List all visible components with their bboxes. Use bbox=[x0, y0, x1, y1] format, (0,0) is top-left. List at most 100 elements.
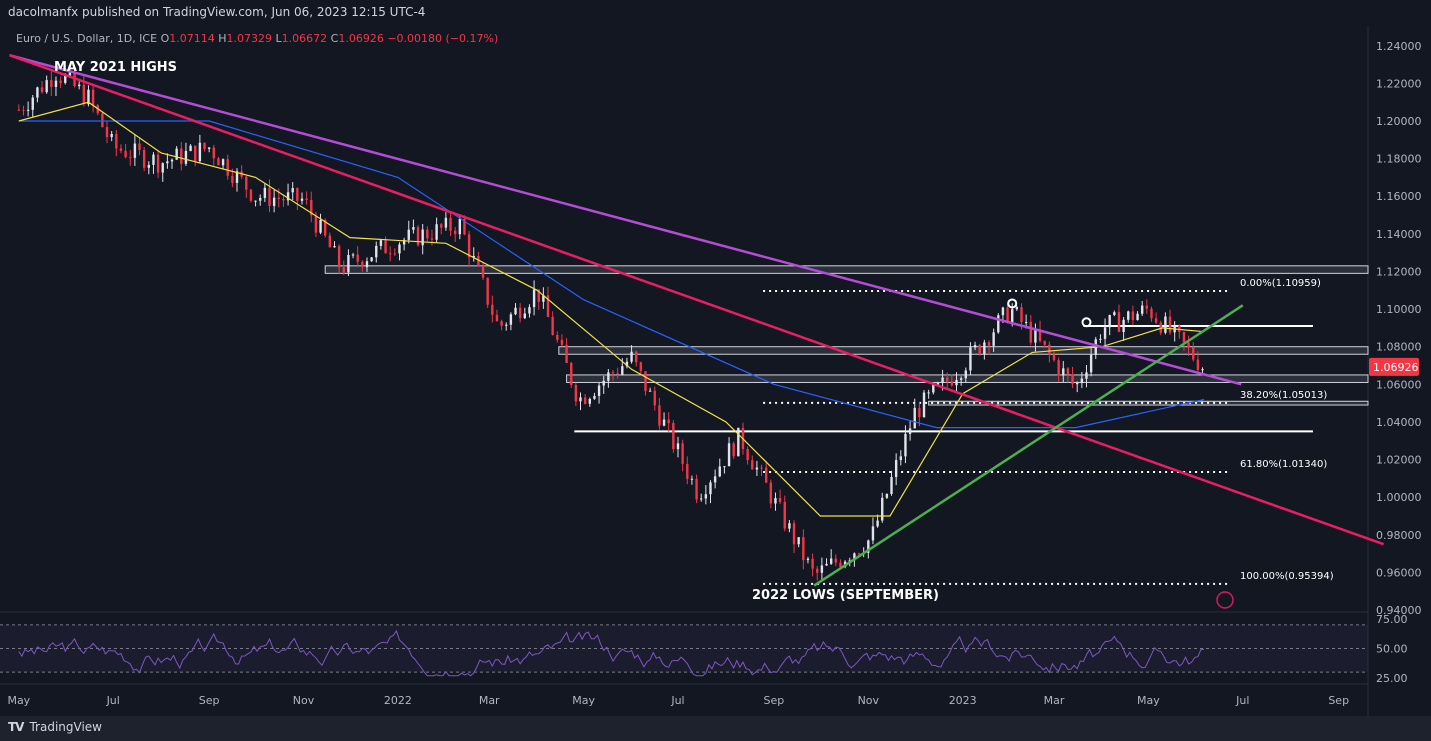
price-tick-label: 1.20000 bbox=[1376, 115, 1422, 128]
candle-body bbox=[393, 253, 397, 255]
candle bbox=[918, 401, 921, 427]
candle-body bbox=[509, 314, 513, 325]
candle-body bbox=[463, 218, 466, 235]
candle-body bbox=[87, 89, 90, 105]
high-value: 1.07329 bbox=[226, 32, 273, 45]
candle-body bbox=[1099, 338, 1102, 340]
candle-body bbox=[453, 230, 457, 235]
candle-body bbox=[514, 307, 517, 315]
candle-body bbox=[820, 565, 824, 573]
candle bbox=[802, 529, 805, 570]
candle bbox=[885, 493, 889, 499]
candle-body bbox=[31, 97, 34, 110]
candle bbox=[630, 345, 633, 364]
candle-body bbox=[314, 215, 318, 233]
candle bbox=[17, 104, 21, 112]
ohlc-legend: Euro / U.S. Dollar, 1D, ICE O1.07114 H1.… bbox=[16, 32, 498, 45]
chart-area[interactable]: 1.24000 1.22000 1.20000 1.18000 1.16000 1.140… bbox=[0, 26, 1431, 716]
candle bbox=[579, 392, 582, 411]
candle bbox=[718, 458, 721, 478]
candle-body bbox=[639, 362, 643, 372]
candle-body bbox=[686, 463, 689, 479]
candle bbox=[727, 437, 731, 467]
candle-body bbox=[212, 147, 215, 159]
candle bbox=[1052, 351, 1056, 362]
candle bbox=[532, 280, 536, 316]
candle bbox=[551, 311, 554, 336]
candle bbox=[611, 370, 615, 381]
price-chart[interactable]: 1.24000 1.22000 1.20000 1.18000 1.16000 1.140… bbox=[0, 26, 1431, 716]
candle bbox=[588, 397, 591, 407]
candle bbox=[1062, 361, 1065, 383]
candle bbox=[300, 192, 304, 205]
candle-body bbox=[110, 133, 113, 138]
candle-body bbox=[319, 219, 322, 233]
candle-body bbox=[491, 304, 494, 315]
candle bbox=[453, 227, 457, 242]
candle bbox=[625, 357, 629, 369]
candle-body bbox=[857, 553, 861, 555]
low-label: L bbox=[275, 32, 282, 45]
candle bbox=[1187, 335, 1190, 356]
open-value: 1.07114 bbox=[169, 32, 215, 45]
candle-body bbox=[797, 537, 800, 545]
candles bbox=[17, 68, 1204, 581]
candle bbox=[133, 134, 137, 166]
fib-level-label: 38.20%(1.05013) bbox=[1240, 390, 1327, 401]
candle bbox=[788, 519, 791, 533]
candle-body bbox=[402, 239, 406, 245]
candle-body bbox=[987, 342, 991, 346]
candle-body bbox=[1164, 316, 1167, 333]
candle bbox=[221, 158, 225, 170]
candle-body bbox=[477, 255, 480, 266]
candle bbox=[1099, 334, 1102, 344]
candle bbox=[1168, 309, 1172, 335]
candle-body bbox=[133, 143, 137, 158]
candle bbox=[412, 219, 415, 234]
candle-body bbox=[713, 476, 717, 483]
candle bbox=[709, 480, 712, 504]
candle-body bbox=[1168, 316, 1172, 333]
candle bbox=[365, 257, 369, 272]
candle bbox=[904, 425, 907, 464]
candle-body bbox=[783, 501, 786, 529]
candle-body bbox=[630, 351, 633, 362]
time-tick-label: Mar bbox=[479, 694, 500, 707]
candle bbox=[477, 251, 480, 267]
candle-body bbox=[1052, 354, 1056, 361]
candle-body bbox=[101, 113, 104, 128]
candle bbox=[272, 189, 276, 213]
candle bbox=[751, 455, 754, 470]
candle bbox=[546, 286, 550, 318]
candle bbox=[635, 350, 638, 367]
candle bbox=[296, 187, 299, 211]
annotation-lows: 2022 LOWS (SEPTEMBER) bbox=[752, 588, 939, 603]
price-tick-label: 1.12000 bbox=[1376, 265, 1422, 278]
candle bbox=[834, 554, 838, 567]
fib-level-label: 100.00%(0.95394) bbox=[1240, 571, 1334, 582]
candle-body bbox=[1103, 327, 1107, 339]
candle-body bbox=[1122, 319, 1125, 332]
candle-body bbox=[221, 159, 225, 166]
candle bbox=[305, 191, 308, 205]
candle bbox=[672, 420, 675, 453]
rsi-tick-label: 75.00 bbox=[1376, 613, 1408, 626]
candle-body bbox=[802, 537, 805, 561]
candle bbox=[351, 252, 355, 259]
candle bbox=[398, 242, 401, 261]
candle-body bbox=[932, 384, 935, 393]
candle bbox=[203, 142, 206, 152]
candle bbox=[997, 313, 1000, 334]
candle-body bbox=[681, 443, 684, 464]
candle-body bbox=[26, 109, 30, 111]
candle-body bbox=[644, 371, 647, 392]
candle-body bbox=[426, 229, 429, 239]
candle-body bbox=[732, 443, 735, 457]
candle-body bbox=[532, 289, 536, 308]
candle-body bbox=[1145, 305, 1149, 309]
candle-body bbox=[351, 254, 355, 256]
candle bbox=[811, 553, 814, 577]
tradingview-brand[interactable]: TV TradingView bbox=[8, 720, 102, 734]
red-trendline bbox=[9, 53, 1384, 546]
candle bbox=[978, 343, 981, 356]
